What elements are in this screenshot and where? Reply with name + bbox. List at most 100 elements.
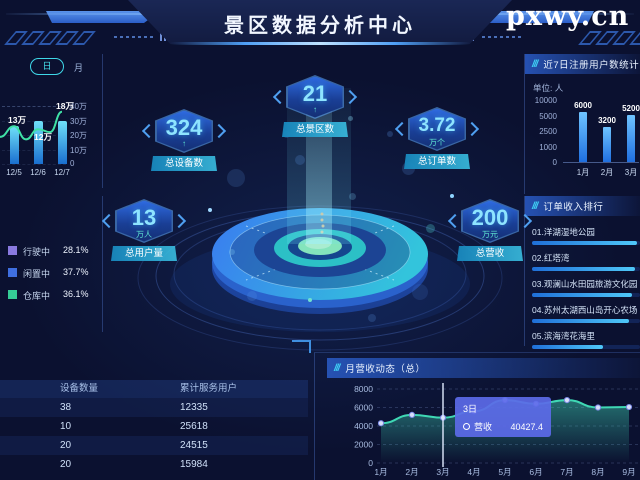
svg-text:6月: 6月: [529, 467, 542, 477]
users-bar[interactable]: [627, 114, 635, 162]
trend-bar[interactable]: [33, 120, 43, 164]
panel-title-bar: /// 订单收入排行: [525, 196, 640, 216]
svg-text:0: 0: [368, 458, 373, 468]
bubble-icon: [295, 155, 305, 165]
up-arrow-icon: ↑: [313, 105, 317, 114]
stat-label-banner: 总营收: [457, 246, 523, 261]
bubble-icon: [425, 223, 435, 233]
bubble-icon: [247, 291, 257, 301]
trend-bar[interactable]: [9, 126, 19, 164]
bubble-icon: [387, 131, 393, 137]
title-plate: [128, 0, 512, 44]
x-axis-label: 1月: [576, 168, 590, 177]
bubble-icon: [227, 169, 245, 187]
panel-title-text: 近7日注册用户数统计: [543, 60, 640, 71]
stat-value: 324: [165, 115, 203, 140]
panel-title-text: 月营收动态（总）: [345, 364, 426, 375]
page-title: 景区数据分析中心: [224, 15, 416, 37]
legend-value: 36.1%: [63, 289, 89, 299]
watermark: pxwy.cn: [506, 1, 630, 32]
table-cell: 20: [60, 440, 72, 451]
svg-text:3月: 3月: [436, 467, 449, 477]
ranking-name: 03.观澜山水田园旅游文化园: [532, 279, 638, 289]
trend-line: [0, 110, 63, 141]
chart-tooltip: 3日 营收 40427.4: [455, 397, 551, 437]
y-axis-tick: 2500: [539, 127, 557, 136]
y-axis-tick: 1000: [539, 142, 557, 152]
x-axis-label: 12/5: [6, 168, 22, 177]
device-trend-panel: 日 月 40万 30万 20万 10万 0 13万 12万 18万 12/5 12/6 12/7: [0, 54, 103, 188]
table-row: 20 24515: [0, 436, 308, 455]
order-ranking-panel: /// 订单收入排行 01.洋湖湿地公园 02.红塔湾 03.观澜山水田园旅游文化园…: [524, 196, 640, 349]
panel-title-bar: /// 月营收动态（总）: [327, 358, 640, 378]
x-axis-label: 2月: [600, 168, 614, 177]
gridline: [2, 164, 66, 165]
legend-swatch: [8, 246, 17, 255]
table-cell: 10: [60, 421, 72, 432]
monthly-revenue-panel: /// 月营收动态（总） 8000 6000 4000 2000 0 1月 2月 3月 4月 5月…: [314, 352, 640, 480]
users-bar[interactable]: [579, 112, 587, 162]
legend-swatch: [8, 268, 17, 277]
stat-label-banner: 总设备数: [151, 156, 217, 171]
ranking-name: 02.红塔湾: [532, 253, 570, 263]
stat-unit: 万个: [429, 138, 445, 147]
bubble-icon: [308, 298, 312, 302]
tooltip-title: 3日: [463, 404, 478, 414]
left-chevron-icon: [272, 89, 288, 105]
y-axis-tick: 20万: [70, 131, 87, 140]
table-cell: 12335: [180, 402, 208, 413]
stat-hexagon: 21 ↑: [272, 75, 358, 119]
table-row: 10 25618: [0, 417, 308, 436]
legend-label: 闲置中: [23, 269, 51, 279]
x-axis-label: 12/7: [54, 168, 70, 177]
table-row: 20 15984: [0, 455, 308, 474]
slashes-icon: ///: [334, 362, 340, 374]
ranking-name: 01.洋湖湿地公园: [532, 227, 595, 237]
left-chevron-icon: [101, 213, 117, 229]
stat-value: 200: [471, 205, 509, 230]
svg-text:8000: 8000: [354, 384, 373, 394]
service-table-panel: 设备数量 累计服务用户 38 12335 10 25618 20 24515 20 15984: [0, 352, 308, 480]
title-glow-line: [170, 42, 470, 45]
stat-unit: 万元: [482, 230, 498, 239]
panel-title-text: 订单收入排行: [543, 202, 604, 213]
panel-title-bar: /// 近7日注册用户数统计: [525, 54, 640, 74]
svg-text:4000: 4000: [354, 421, 373, 431]
stat-hexagon: 13 万人: [101, 199, 187, 243]
corner-bracket-decor: [292, 340, 311, 353]
stat-label-banner: 总景区数: [282, 122, 348, 137]
bubble-icon: [347, 115, 353, 121]
dash-decor-right: [482, 36, 524, 38]
bubble-icon: [450, 194, 454, 198]
trend-bar[interactable]: [57, 120, 67, 164]
users-bar[interactable]: [603, 126, 611, 162]
table-header-cell: 设备数量: [60, 383, 99, 394]
y-axis-tick: 5000: [539, 111, 557, 121]
right-chevron-icon: [464, 121, 480, 137]
table-row: 38 12335: [0, 398, 308, 417]
header-right-decor-line: [486, 13, 634, 15]
toggle-day-button[interactable]: 日: [30, 58, 64, 75]
bubble-icon: [368, 314, 376, 322]
ranking-name: 05.滨海湾花海里: [532, 331, 595, 341]
legend-swatch: [8, 290, 17, 299]
ranking-bar-fill: [532, 345, 604, 349]
stat-hexagon: 3.72 万个: [394, 107, 480, 151]
stat-value: 13: [131, 205, 157, 230]
toggle-month-button[interactable]: 月: [74, 63, 84, 73]
stat-value: 21: [302, 81, 328, 106]
stat-label-banner: 总订单数: [404, 154, 470, 169]
x-axis-line: [563, 162, 639, 163]
ranking-list: 01.洋湖湿地公园 02.红塔湾 03.观澜山水田园旅游文化园 04.苏州太湖西山岛开…: [532, 226, 640, 356]
ranking-bar-track: [532, 345, 640, 349]
svg-text:4月: 4月: [467, 467, 480, 477]
legend-value: 28.1%: [63, 245, 89, 255]
ranking-item: 04.苏州太湖西山岛开心农场: [532, 304, 640, 323]
ranking-item: 01.洋湖湿地公园: [532, 226, 640, 245]
legend-label: 行驶中: [23, 247, 51, 257]
tooltip-value: 40427.4: [510, 421, 543, 432]
x-axis-label: 3月: [624, 168, 638, 177]
data-label: 13万: [8, 115, 26, 126]
stat-hexagon: 200 万元: [447, 199, 533, 243]
y-axis-tick: 0: [70, 159, 75, 168]
